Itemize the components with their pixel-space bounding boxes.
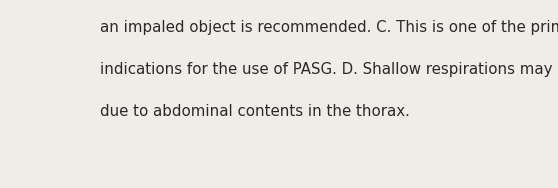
- Text: indications for the use of PASG. D. Shallow respirations may be: indications for the use of PASG. D. Shal…: [100, 62, 558, 77]
- Text: an impaled object is recommended. C. This is one of the primary: an impaled object is recommended. C. Thi…: [100, 20, 558, 35]
- Text: due to abdominal contents in the thorax.: due to abdominal contents in the thorax.: [100, 104, 410, 119]
